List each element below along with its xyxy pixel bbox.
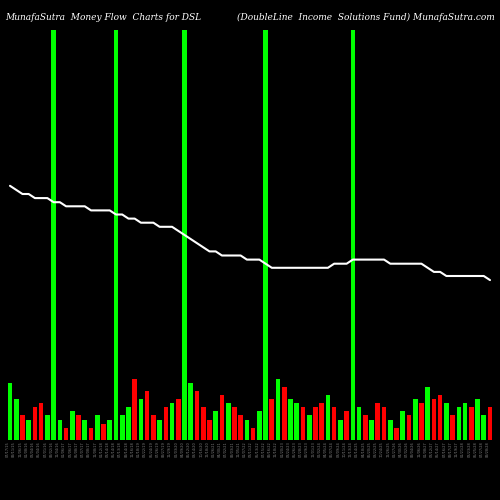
Bar xyxy=(220,395,224,440)
Bar xyxy=(70,412,74,440)
Bar xyxy=(52,30,56,440)
Bar xyxy=(108,420,112,440)
Bar xyxy=(369,420,374,440)
Bar xyxy=(138,399,143,440)
Text: MunafaSutra  Money Flow  Charts for DSL: MunafaSutra Money Flow Charts for DSL xyxy=(5,12,201,22)
Bar xyxy=(326,395,330,440)
Bar xyxy=(320,403,324,440)
Bar xyxy=(382,407,386,440)
Bar xyxy=(263,30,268,440)
Text: (DoubleLine  Income  Solutions Fund) MunafaSutra.com: (DoubleLine Income Solutions Fund) Munaf… xyxy=(238,12,495,22)
Bar xyxy=(294,403,299,440)
Bar xyxy=(101,424,106,440)
Bar xyxy=(244,420,249,440)
Bar xyxy=(388,420,392,440)
Bar xyxy=(400,412,405,440)
Bar xyxy=(450,416,455,440)
Bar xyxy=(282,386,286,440)
Bar xyxy=(194,391,200,440)
Bar xyxy=(419,403,424,440)
Bar xyxy=(406,416,412,440)
Bar xyxy=(426,386,430,440)
Bar xyxy=(462,403,468,440)
Bar xyxy=(232,407,237,440)
Bar xyxy=(307,416,312,440)
Bar xyxy=(158,420,162,440)
Bar xyxy=(413,399,418,440)
Bar xyxy=(251,428,256,440)
Bar xyxy=(238,416,243,440)
Bar xyxy=(126,407,131,440)
Bar xyxy=(132,378,137,440)
Bar xyxy=(357,407,362,440)
Bar xyxy=(226,403,230,440)
Bar xyxy=(432,399,436,440)
Bar xyxy=(76,416,81,440)
Bar xyxy=(188,382,193,440)
Bar xyxy=(151,416,156,440)
Bar xyxy=(313,407,318,440)
Bar xyxy=(114,30,118,440)
Bar xyxy=(444,403,448,440)
Bar xyxy=(95,416,100,440)
Bar xyxy=(350,403,355,440)
Bar xyxy=(182,30,187,440)
Bar xyxy=(482,416,486,440)
Bar xyxy=(363,416,368,440)
Bar xyxy=(176,399,180,440)
Bar xyxy=(469,407,474,440)
Bar xyxy=(207,420,212,440)
Bar xyxy=(120,416,124,440)
Bar xyxy=(264,30,268,440)
Bar xyxy=(58,420,62,440)
Bar xyxy=(170,403,174,440)
Bar xyxy=(214,412,218,440)
Bar xyxy=(88,428,94,440)
Bar xyxy=(39,403,44,440)
Bar xyxy=(344,412,349,440)
Bar xyxy=(456,407,461,440)
Bar xyxy=(14,399,18,440)
Bar xyxy=(488,407,492,440)
Bar xyxy=(182,30,186,440)
Bar xyxy=(276,378,280,440)
Bar xyxy=(52,30,56,440)
Bar xyxy=(351,30,355,440)
Bar xyxy=(332,407,336,440)
Bar xyxy=(475,399,480,440)
Bar xyxy=(164,407,168,440)
Bar xyxy=(201,407,205,440)
Bar xyxy=(8,382,12,440)
Bar xyxy=(257,412,262,440)
Bar xyxy=(376,403,380,440)
Bar xyxy=(270,399,274,440)
Bar xyxy=(114,30,118,440)
Bar xyxy=(300,407,306,440)
Bar xyxy=(64,428,68,440)
Bar xyxy=(26,420,31,440)
Bar xyxy=(338,420,342,440)
Bar xyxy=(45,416,50,440)
Bar xyxy=(145,391,150,440)
Bar xyxy=(82,420,87,440)
Bar xyxy=(20,416,25,440)
Bar xyxy=(394,428,399,440)
Bar xyxy=(288,399,293,440)
Bar xyxy=(32,407,38,440)
Bar xyxy=(438,395,442,440)
